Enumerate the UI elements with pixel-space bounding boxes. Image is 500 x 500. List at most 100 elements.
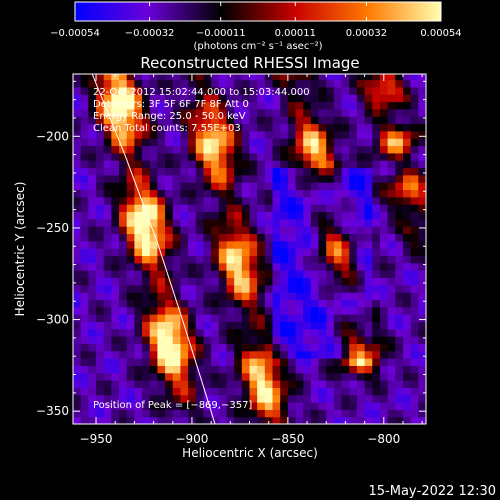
heatmap-cell <box>356 365 366 374</box>
heatmap-cell <box>287 277 297 286</box>
heatmap-cell <box>318 277 327 286</box>
heatmap-cell <box>341 130 350 139</box>
heatmap-cell <box>364 336 373 344</box>
heatmap-cell <box>280 138 289 147</box>
heatmap-cell <box>126 380 135 388</box>
heatmap-cell <box>80 116 89 125</box>
heatmap-cell <box>234 372 243 381</box>
heatmap-cell <box>211 248 220 257</box>
heatmap-cell <box>395 270 404 279</box>
heatmap-cell <box>218 277 228 286</box>
heatmap-cell <box>234 255 243 264</box>
heatmap-cell <box>303 336 312 344</box>
heatmap-cell <box>326 145 335 154</box>
heatmap-cell <box>395 248 404 257</box>
heatmap-cell <box>333 270 343 279</box>
heatmap-cell <box>418 130 426 139</box>
heatmap-cell <box>318 116 327 125</box>
heatmap-cell <box>341 152 350 161</box>
heatmap-cell <box>88 336 97 344</box>
heatmap-cell <box>402 299 412 308</box>
heatmap-cell <box>402 79 412 88</box>
heatmap-cell <box>111 314 120 322</box>
heatmap-cell <box>165 226 174 235</box>
heatmap-cell <box>249 211 258 220</box>
heatmap-cell <box>103 416 112 424</box>
heatmap-cell <box>188 299 197 308</box>
heatmap-cell <box>379 262 389 271</box>
heatmap-cell <box>418 86 426 95</box>
heatmap-cell <box>333 74 343 81</box>
heatmap-cell <box>318 86 327 95</box>
heatmap-cell <box>326 160 335 169</box>
heatmap-cell <box>73 108 82 117</box>
heatmap-cell <box>287 350 297 359</box>
heatmap-cell <box>211 145 220 154</box>
heatmap-cell <box>418 189 426 198</box>
heatmap-cell <box>218 336 228 344</box>
heatmap-cell <box>310 343 320 352</box>
heatmap-cell <box>149 336 159 344</box>
heatmap-cell <box>410 240 419 249</box>
heatmap-cell <box>241 402 251 410</box>
heatmap-cell <box>165 387 174 396</box>
heatmap-cell <box>395 233 404 242</box>
heatmap-cell <box>303 211 312 220</box>
heatmap-cell <box>410 402 419 410</box>
heatmap-cell <box>96 204 105 213</box>
heatmap-cell <box>165 262 174 271</box>
heatmap-cell <box>80 196 89 205</box>
heatmap-cell <box>341 182 350 191</box>
x-axis-label: Heliocentric X (arcsec) <box>182 446 318 460</box>
heatmap-cell <box>356 116 366 125</box>
heatmap-cell <box>379 314 389 322</box>
heatmap-cell <box>195 358 205 366</box>
heatmap-cell <box>103 284 112 293</box>
heatmap-cell <box>310 292 320 300</box>
heatmap-cell <box>172 138 182 147</box>
heatmap-cell <box>379 226 389 235</box>
heatmap-cell <box>280 116 289 125</box>
heatmap-cell <box>303 108 312 117</box>
heatmap-cell <box>387 262 396 271</box>
heatmap-cell <box>226 130 235 139</box>
heatmap-cell <box>326 350 335 359</box>
heatmap-cell <box>379 299 389 308</box>
heatmap-cell <box>295 74 304 81</box>
heatmap-cell <box>103 160 112 169</box>
heatmap-cell <box>395 365 404 374</box>
heatmap-cell <box>418 314 426 322</box>
heatmap-cell <box>88 226 97 235</box>
heatmap-cell <box>188 174 197 183</box>
heatmap-cell <box>395 372 404 381</box>
heatmap-cell <box>356 255 366 264</box>
heatmap-cell <box>226 416 235 424</box>
heatmap-cell <box>157 336 166 344</box>
heatmap-cell <box>272 218 281 227</box>
heatmap-cell <box>372 321 381 330</box>
heatmap-cell <box>80 292 89 300</box>
heatmap-cell <box>126 79 135 88</box>
heatmap-cell <box>280 277 289 286</box>
heatmap-cell <box>372 292 381 300</box>
heatmap-cell <box>364 211 373 220</box>
heatmap-cell <box>356 358 366 366</box>
heatmap-cell <box>157 306 166 315</box>
heatmap-cell <box>241 314 251 322</box>
heatmap-cell <box>379 196 389 205</box>
heatmap-cell <box>356 343 366 352</box>
heatmap-cell <box>395 79 404 88</box>
heatmap-cell <box>103 277 112 286</box>
heatmap-cell <box>272 233 281 242</box>
heatmap-cell <box>402 394 412 403</box>
heatmap-cell <box>280 358 289 366</box>
heatmap-cell <box>326 306 335 315</box>
heatmap-cell <box>142 365 151 374</box>
heatmap-cell <box>264 74 274 81</box>
heatmap-cell <box>326 182 335 191</box>
heatmap-cell <box>111 372 120 381</box>
heatmap-cell <box>211 358 220 366</box>
heatmap-cell <box>387 358 396 366</box>
heatmap-cell <box>149 328 159 337</box>
heatmap-cell <box>333 167 343 176</box>
